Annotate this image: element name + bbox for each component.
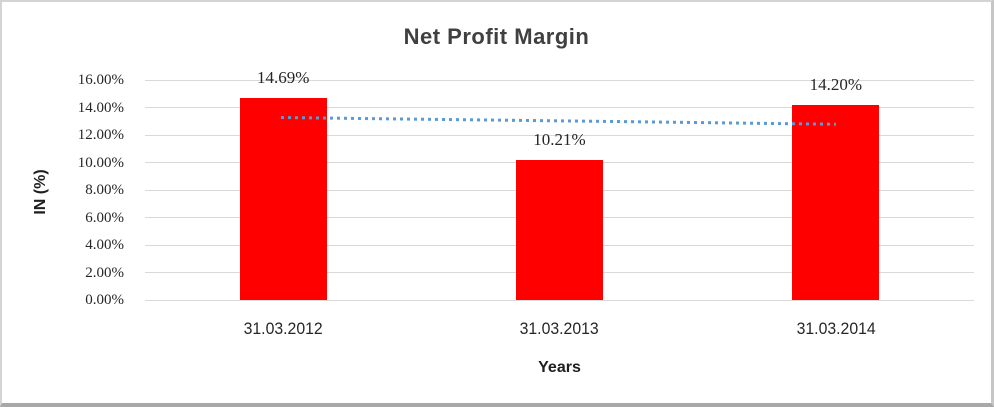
bar-value-label: 14.69% <box>256 68 310 87</box>
bar-31.03.2013 <box>516 160 603 300</box>
y-tick-label: 8.00% <box>85 182 124 198</box>
bar-31.03.2014 <box>792 105 880 300</box>
y-tick-label: 10.00% <box>77 154 124 171</box>
bar-value-label: 10.21% <box>533 130 586 149</box>
x-category-label: 31.03.2012 <box>243 319 323 338</box>
y-tick-label: 6.00% <box>85 209 124 226</box>
y-tick-label: 4.00% <box>85 237 124 253</box>
x-category-label: 31.03.2014 <box>796 319 876 338</box>
gridline <box>145 79 974 81</box>
y-tick-label: 16.00% <box>77 72 124 88</box>
y-tick-label: 0.00% <box>85 292 124 308</box>
y-tick-label: 2.00% <box>85 264 124 281</box>
gridline <box>145 134 974 136</box>
y-tick-label: 12.00% <box>77 127 124 143</box>
gridline <box>145 107 974 108</box>
y-tick-label: 14.00% <box>77 99 124 116</box>
x-axis-title: Years <box>538 359 581 376</box>
chart-title: Net Profit Margin <box>403 24 590 49</box>
bar-31.03.2012 <box>239 98 327 300</box>
x-category-label: 31.03.2013 <box>519 319 600 338</box>
bar-value-label: 14.20% <box>809 75 863 94</box>
gridline <box>145 299 974 301</box>
